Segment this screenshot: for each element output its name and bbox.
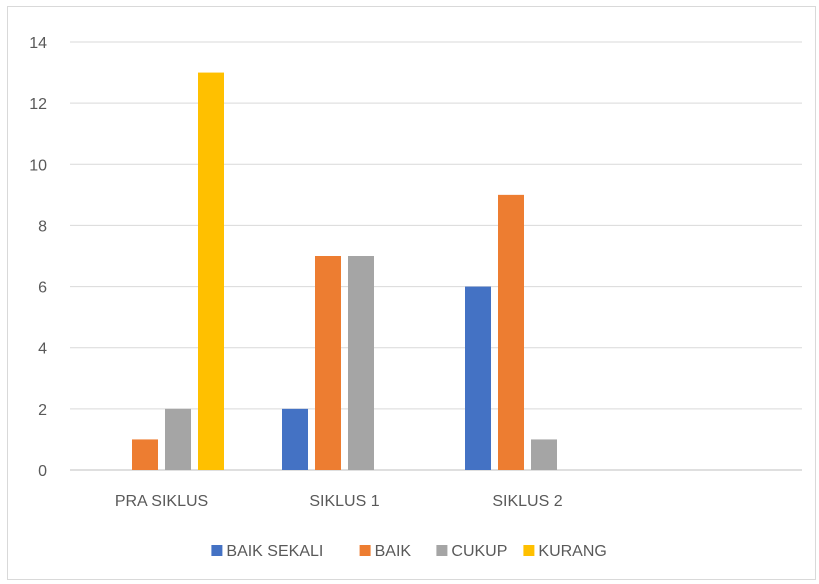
x-axis-ticks: PRA SIKLUS SIKLUS 1 SIKLUS 2 [115,493,563,510]
bar-cukup-1 [348,256,374,470]
chart-frame [7,6,816,580]
legend-label: CUKUP [451,543,507,560]
bar-baik-2 [498,194,524,470]
y-axis-ticks: 0 2 4 6 8 10 12 14 [29,35,47,480]
x-tick-label: SIKLUS 2 [492,493,562,510]
y-tick-label: 4 [38,341,47,358]
legend-swatch [436,545,448,556]
legend-label: BAIK SEKALI [226,543,323,560]
legend-swatch [359,545,371,556]
bar-kurang-0 [198,72,224,471]
bar-baik-sekali-2 [465,286,491,470]
legend: BAIK SEKALI BAIK CUKUP KURANG [211,543,607,560]
legend-swatch [523,545,535,556]
x-tick-label: SIKLUS 1 [309,493,379,510]
bar-baik-sekali-1 [282,408,308,470]
y-tick-label: 8 [38,218,47,235]
y-tick-label: 0 [38,463,47,480]
bar-cukup-2 [531,439,557,470]
x-tick-label: PRA SIKLUS [115,493,208,510]
y-tick-label: 2 [38,402,47,419]
y-tick-label: 14 [29,35,47,52]
legend-label: KURANG [538,543,606,560]
legend-swatch [211,545,223,556]
bar-baik-1 [315,256,341,470]
bar-cukup-0 [165,408,191,470]
y-tick-label: 12 [29,96,47,113]
legend-label: BAIK [375,543,412,560]
bar-baik-0 [132,439,158,470]
bars [132,72,557,471]
y-tick-label: 10 [29,157,47,174]
y-tick-label: 6 [38,280,47,297]
gridlines [70,41,802,471]
